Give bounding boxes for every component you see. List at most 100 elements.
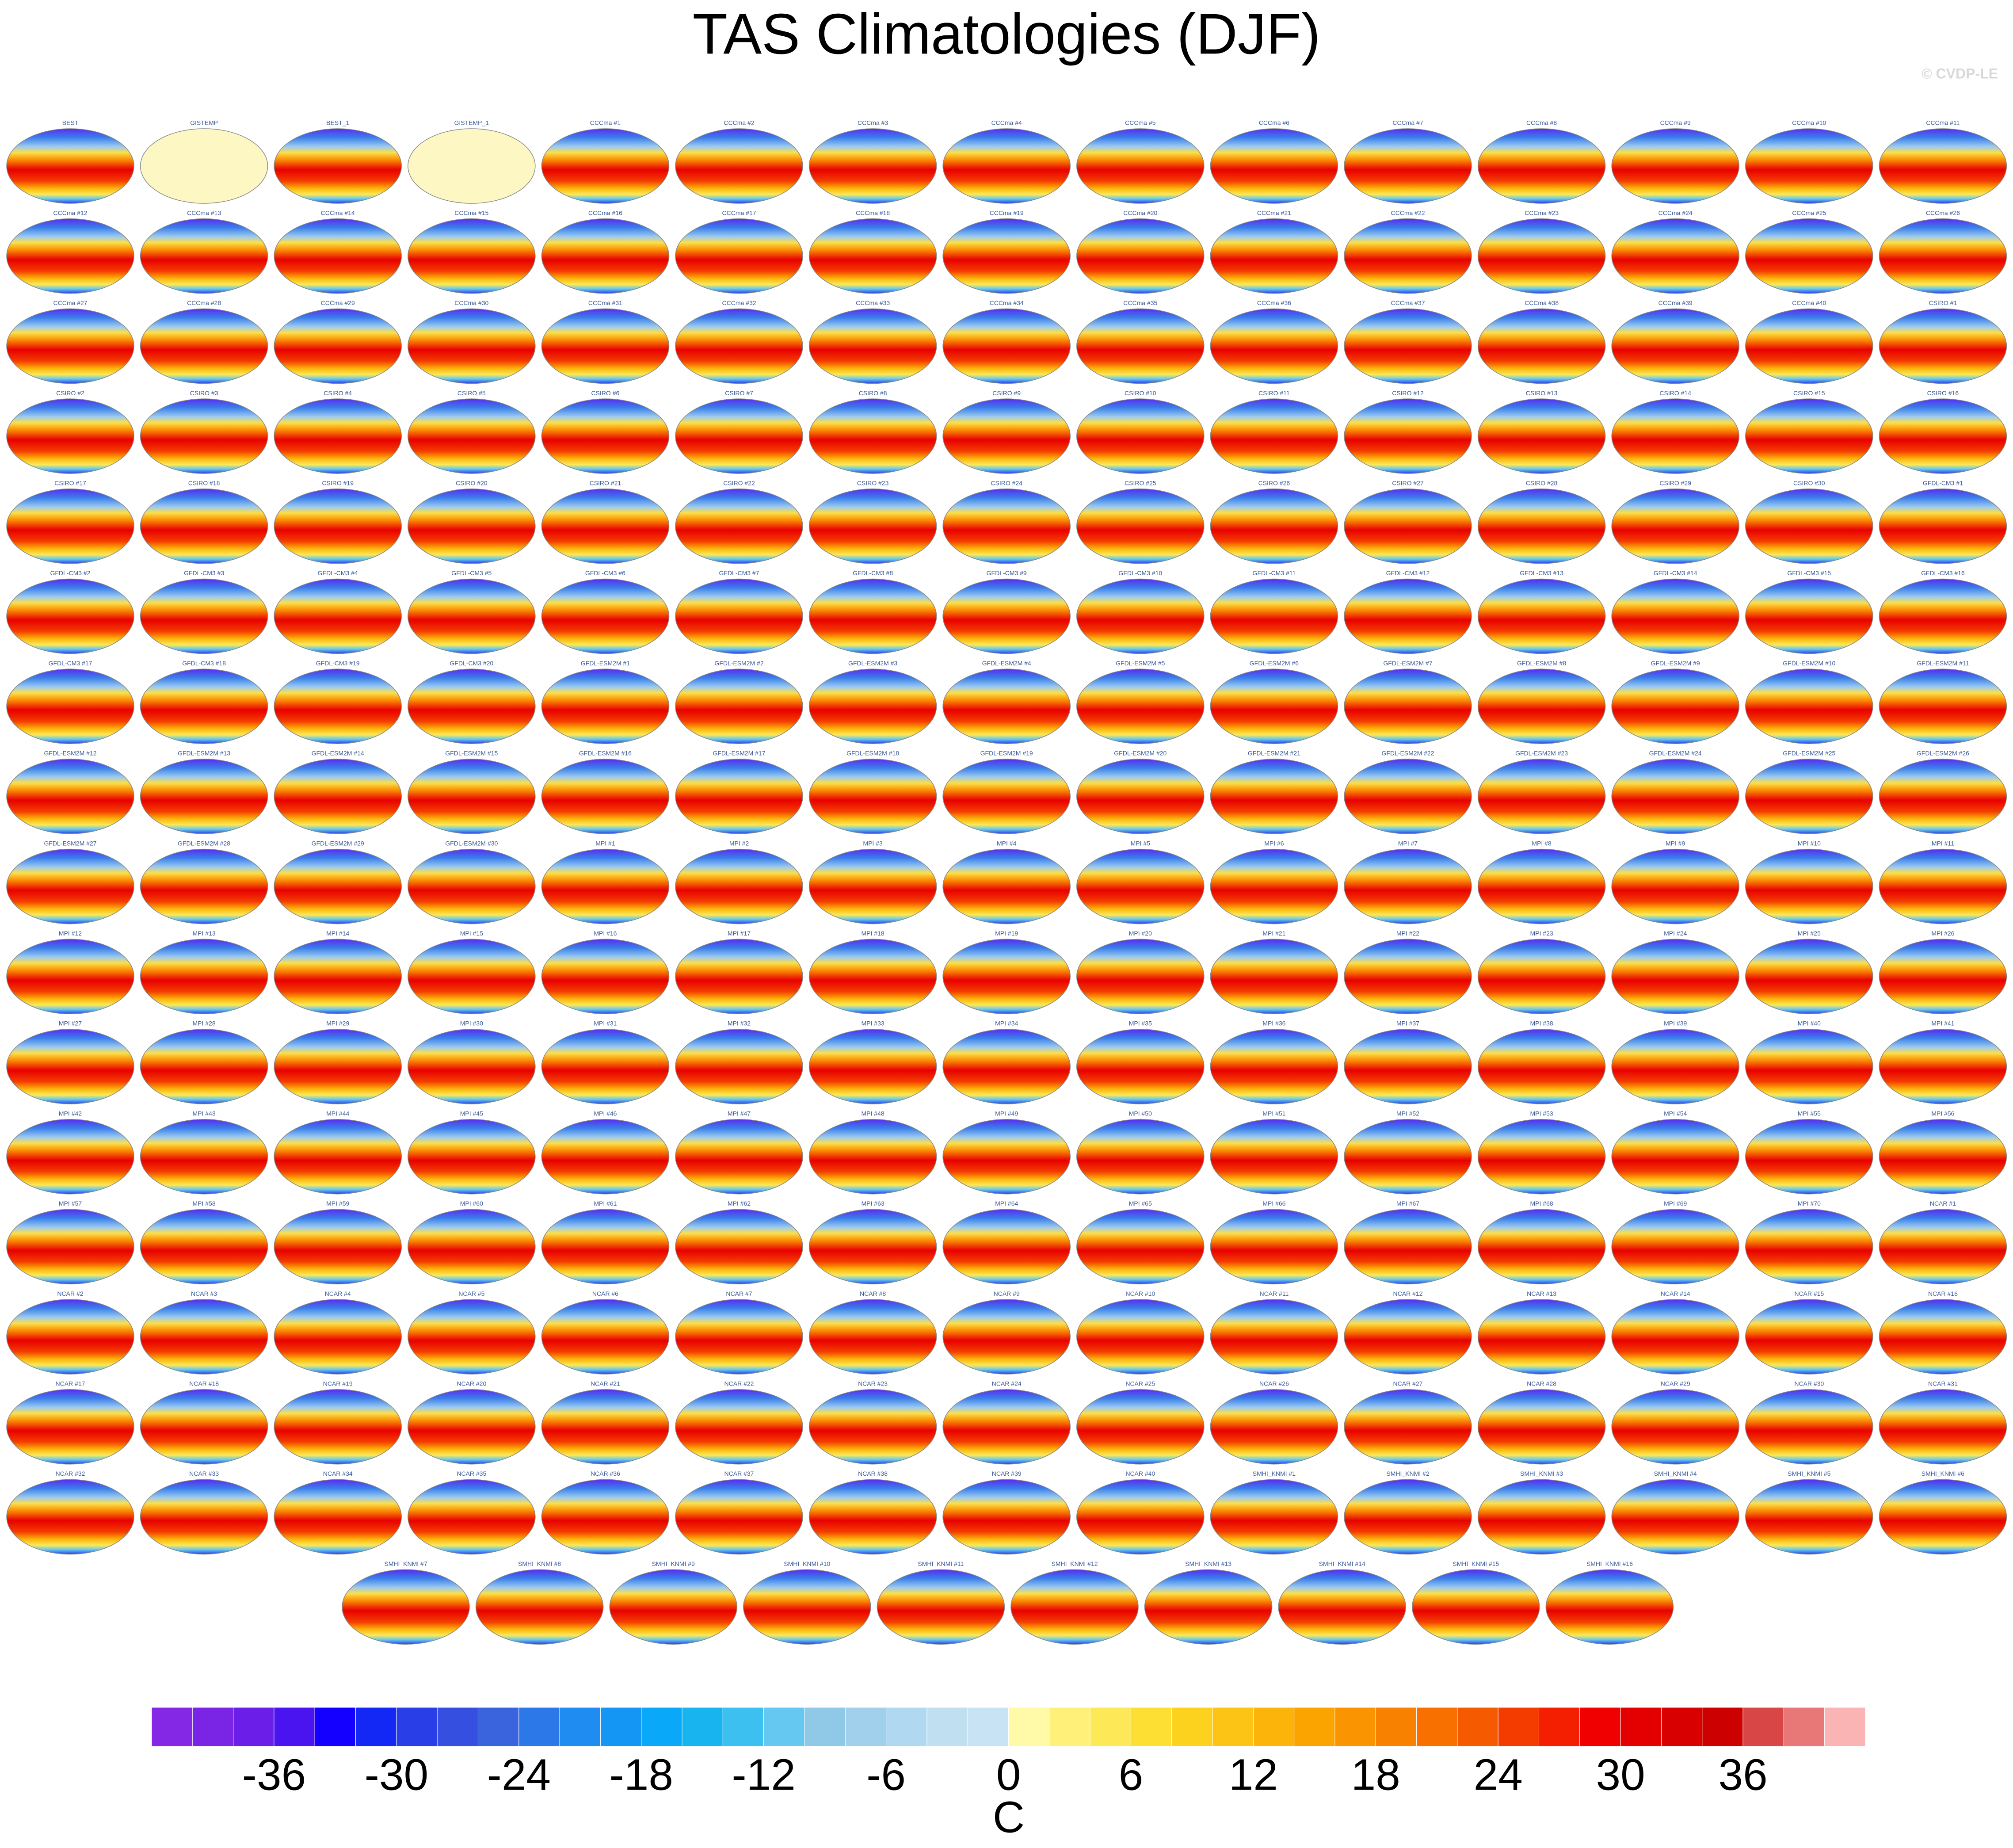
map	[6, 1389, 134, 1465]
panel-title: CCCma #22	[1391, 209, 1425, 216]
panel-title: CSIRO #15	[1793, 389, 1825, 397]
panel-title: MPI #35	[1129, 1020, 1152, 1027]
panel-title: GFDL-CM3 #20	[450, 660, 493, 667]
map	[475, 1569, 604, 1645]
map	[140, 848, 268, 924]
map	[140, 759, 268, 834]
map	[1210, 1299, 1338, 1375]
panel-title: MPI #39	[1664, 1020, 1687, 1027]
map	[6, 578, 134, 654]
panel-title: NCAR #33	[189, 1470, 219, 1477]
map	[1477, 1479, 1606, 1555]
colorbar-box	[151, 1707, 193, 1747]
panel-title: MPI #69	[1664, 1200, 1687, 1207]
panel-title: MPI #13	[193, 930, 216, 937]
map	[1344, 848, 1472, 924]
map	[1745, 1479, 1873, 1555]
panel-title: MPI #55	[1798, 1110, 1821, 1117]
map	[1144, 1569, 1273, 1645]
panel-title: NCAR #27	[1393, 1380, 1423, 1387]
map	[1076, 308, 1205, 384]
panel-title: GFDL-CM3 #18	[182, 660, 226, 667]
colorbar-box	[1253, 1707, 1295, 1747]
map	[408, 398, 536, 474]
map	[408, 1029, 536, 1104]
panel-title: CCCma #40	[1792, 299, 1826, 306]
panel-title: NCAR #40	[1125, 1470, 1155, 1477]
colorbar-box	[1171, 1707, 1213, 1747]
map	[274, 128, 402, 204]
map	[1477, 1389, 1606, 1465]
map	[408, 128, 536, 204]
panel-title: MPI #37	[1396, 1020, 1419, 1027]
map	[1076, 1209, 1205, 1285]
panel-title: GFDL-ESM2M #19	[980, 750, 1033, 757]
colorbar-box	[1008, 1707, 1050, 1747]
map	[1477, 1029, 1606, 1104]
panel-title: CCCma #20	[1123, 209, 1157, 216]
panel-title: MPI #7	[1398, 840, 1418, 847]
panel-title: NCAR #8	[860, 1290, 886, 1297]
panel-title: GFDL-ESM2M #15	[445, 750, 498, 757]
panel-title: CCCma #19	[990, 209, 1024, 216]
colorbar-box	[845, 1707, 887, 1747]
panel-title: CCCma #6	[1259, 119, 1289, 126]
panel-title: CCCma #29	[321, 299, 355, 306]
panel-title: CCCma #21	[1257, 209, 1291, 216]
colorbar-tick-label: 24	[1474, 1750, 1523, 1799]
map	[808, 668, 937, 744]
panel-title: CCCma #5	[1125, 119, 1155, 126]
panel-title: MPI #4	[997, 840, 1017, 847]
map	[1210, 939, 1338, 1015]
map	[675, 308, 803, 384]
panel-title: MPI #3	[863, 840, 883, 847]
panel-title: CCCma #12	[53, 209, 87, 216]
map	[942, 489, 1071, 564]
map	[408, 1299, 536, 1375]
panel-title: GFDL-CM3 #4	[318, 569, 358, 577]
panel-title: CSIRO #29	[1659, 480, 1691, 487]
map	[675, 668, 803, 744]
panel-title: MPI #40	[1798, 1020, 1821, 1027]
map	[942, 1299, 1071, 1375]
panel-title: MPI #14	[326, 930, 349, 937]
panel-title: CSIRO #6	[591, 389, 619, 397]
colorbar-tick-label: 0	[996, 1750, 1021, 1799]
map	[274, 1299, 402, 1375]
panel-title: CCCma #36	[1257, 299, 1291, 306]
map	[140, 1119, 268, 1195]
colorbar-box	[355, 1707, 397, 1747]
panel-title: NCAR #37	[724, 1470, 754, 1477]
panel-title: CSIRO #7	[725, 389, 753, 397]
panel-title: GFDL-ESM2M #4	[982, 660, 1031, 667]
panel-title: CCCma #30	[454, 299, 488, 306]
panel-title: MPI #21	[1262, 930, 1285, 937]
panel-title: NCAR #31	[1928, 1380, 1958, 1387]
panel-title: CSIRO #26	[1258, 480, 1290, 487]
panel-title: CSIRO #22	[723, 480, 755, 487]
panel-title: GFDL-ESM2M #26	[1917, 750, 1969, 757]
panel-title: CSIRO #17	[54, 480, 86, 487]
map	[274, 939, 402, 1015]
panel-title: NCAR #3	[191, 1290, 217, 1297]
panel-title: SMHI_KNMI #16	[1586, 1560, 1633, 1567]
colorbar-box	[1457, 1707, 1498, 1747]
panel-title: CCCma #39	[1658, 299, 1693, 306]
map	[1611, 308, 1739, 384]
panel-title: GFDL-CM3 #16	[1921, 569, 1965, 577]
panel-title: NCAR #16	[1928, 1290, 1958, 1297]
map	[140, 939, 268, 1015]
panel-title: GISTEMP_1	[454, 119, 489, 126]
panel-title: BEST_1	[326, 119, 349, 126]
map	[140, 308, 268, 384]
colorbar-box	[967, 1707, 1009, 1747]
panel-title: GFDL-CM3 #1	[1923, 480, 1963, 487]
panel-title: CSIRO #4	[324, 389, 352, 397]
map	[408, 848, 536, 924]
panel-title: CCCma #3	[858, 119, 888, 126]
colorbar-box	[1579, 1707, 1621, 1747]
map	[675, 1029, 803, 1104]
colorbar-box	[926, 1707, 968, 1747]
map	[675, 578, 803, 654]
